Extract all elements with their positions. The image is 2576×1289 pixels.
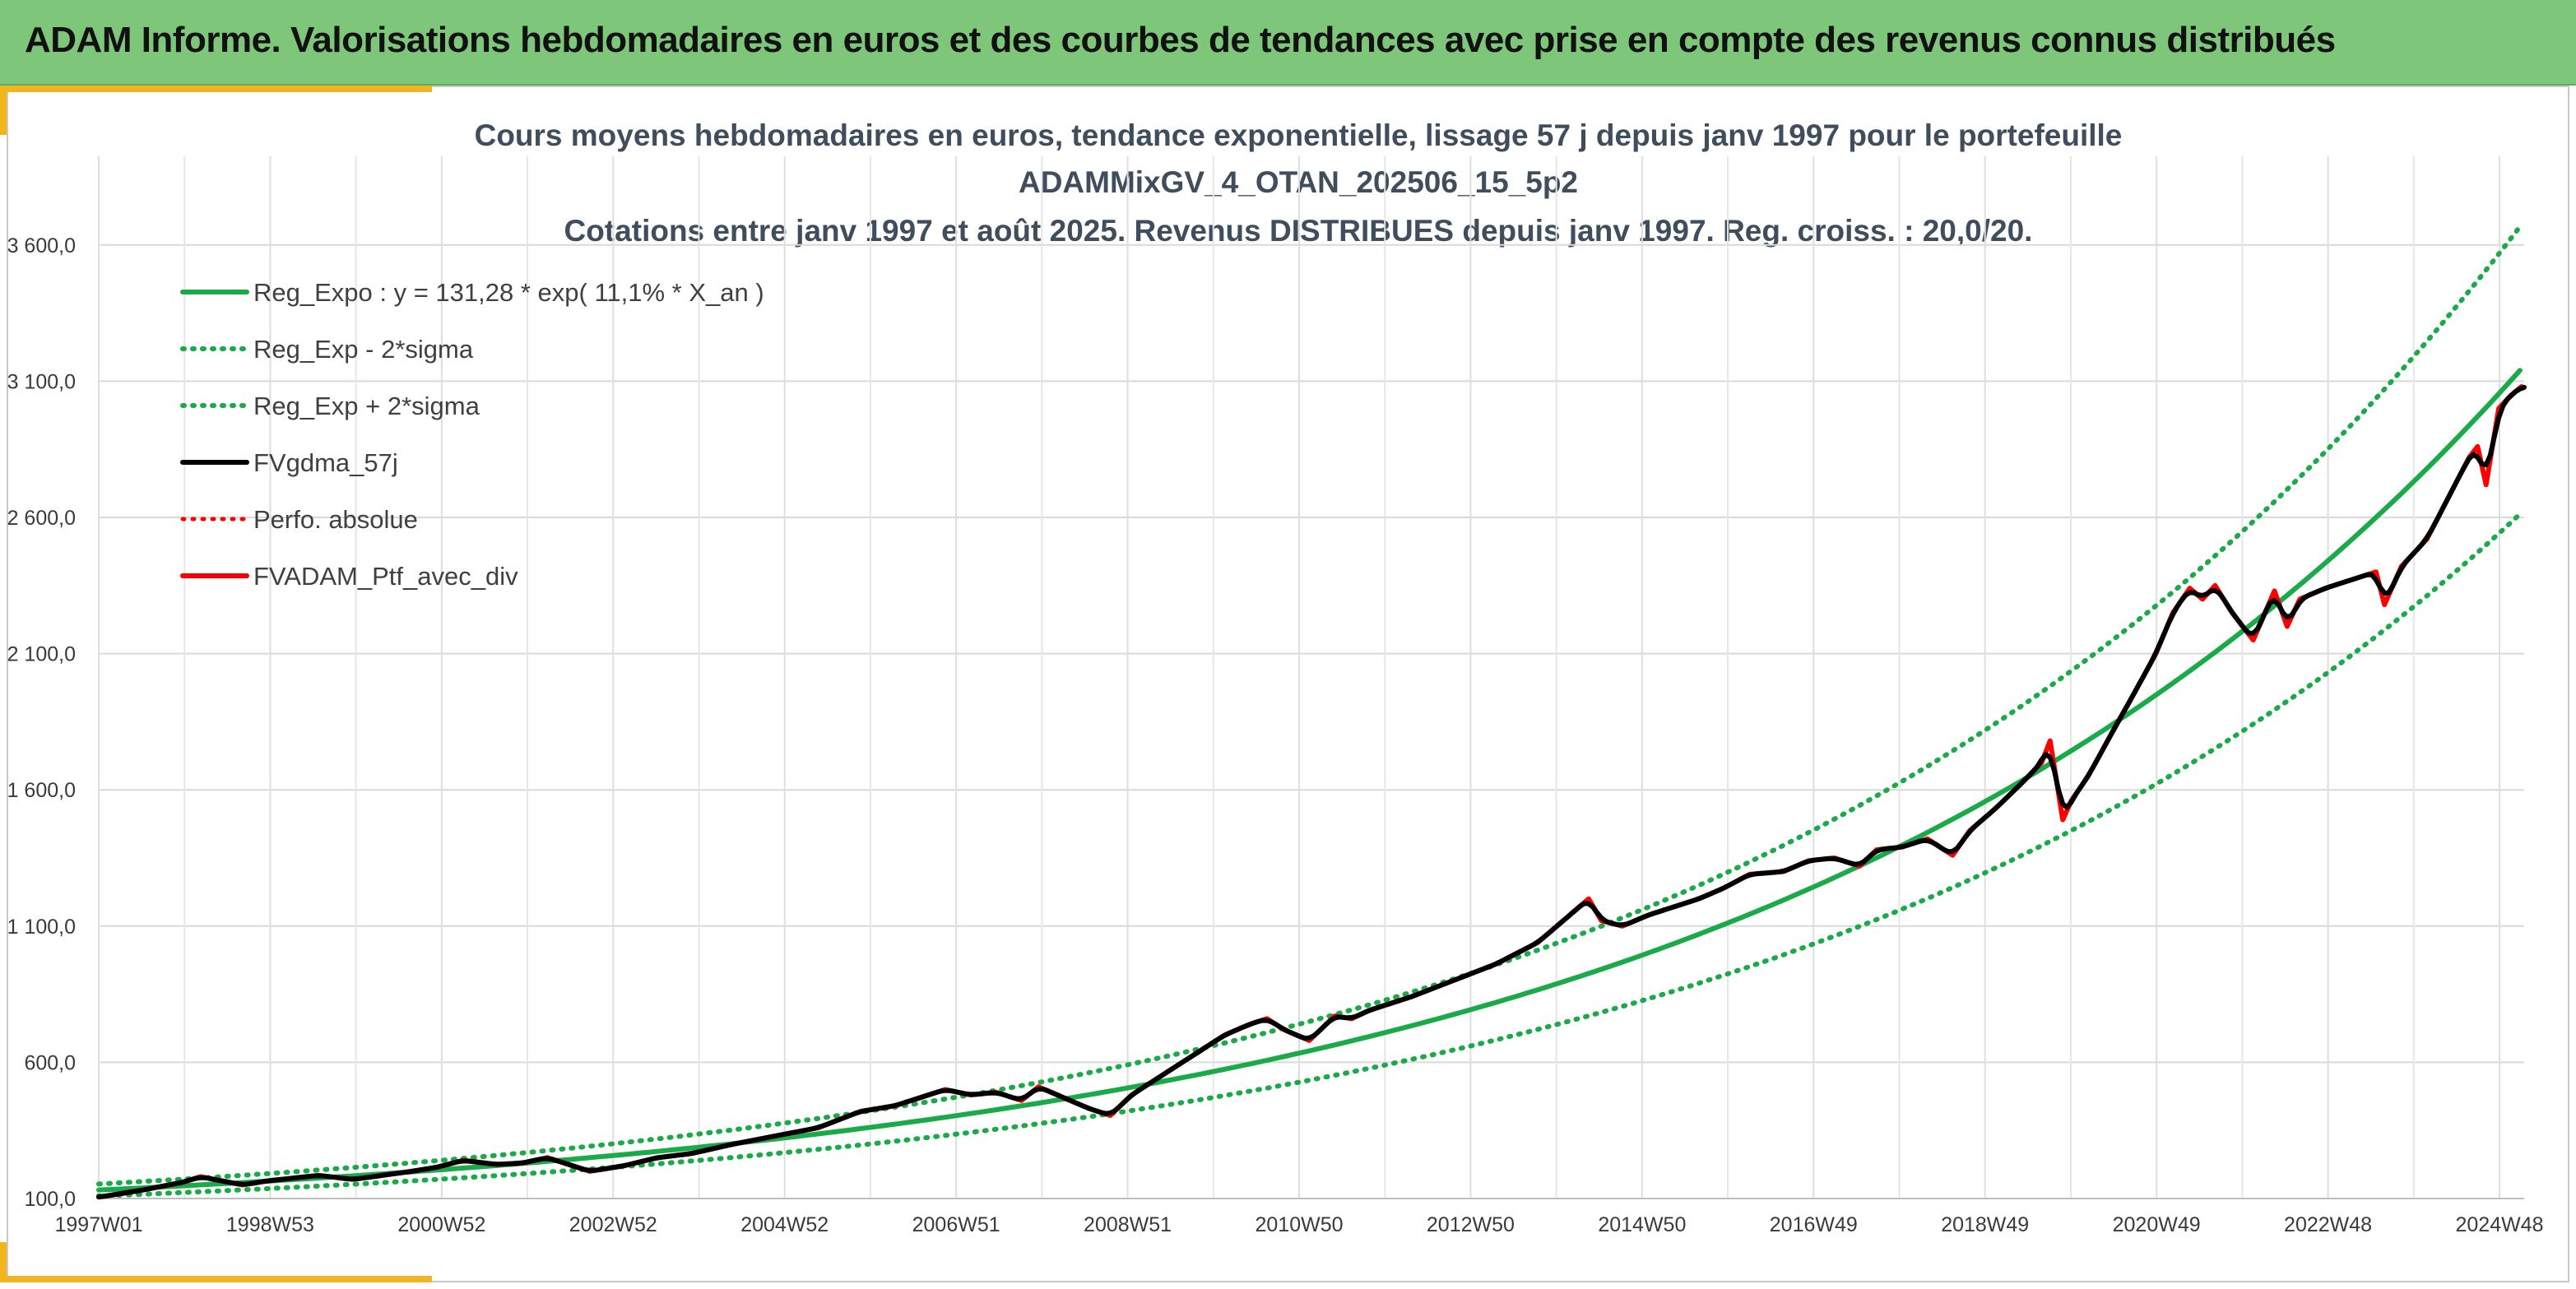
- chart-title-line-1: Cours moyens hebdomadaires en euros, ten…: [475, 118, 2123, 152]
- x-tick-label: 2012W50: [1427, 1213, 1515, 1236]
- series-line-upper: [96, 224, 2523, 1187]
- x-tick-label: 1997W01: [54, 1213, 142, 1236]
- x-tick-label: 2020W49: [2113, 1213, 2201, 1236]
- accent-bar-top-left: [0, 86, 432, 92]
- y-tick-label: 3 100,0: [7, 370, 76, 393]
- accent-bar-bottom-left: [0, 1276, 432, 1282]
- gridlines: [98, 156, 2524, 1199]
- x-tick-label: 2002W52: [569, 1213, 657, 1236]
- legend-label: Reg_Exp - 2*sigma: [253, 335, 474, 364]
- series-lines: [96, 224, 2527, 1200]
- legend-label: FVADAM_Ptf_avec_div: [253, 562, 518, 591]
- y-tick-label: 100,0: [24, 1188, 76, 1211]
- legend-label: Reg_Expo : y = 131,28 * exp( 11,1% * X_a…: [253, 278, 764, 307]
- y-tick-label: 2 100,0: [7, 643, 76, 666]
- series-line-data: [96, 384, 2524, 1200]
- chart-frame: [7, 86, 2569, 1282]
- banner-title: ADAM Informe. Valorisations hebdomadaire…: [25, 20, 2336, 60]
- x-tick-label: 2000W52: [397, 1213, 485, 1236]
- series-line-smooth: [96, 384, 2527, 1199]
- x-tick-label: 2024W48: [2455, 1213, 2543, 1236]
- y-axis-ticks: 100,0 600,0 1 100,0 1 600,0 2 100,0 2 600,0 3 …: [7, 234, 76, 1211]
- x-tick-label: 2004W52: [740, 1213, 828, 1236]
- legend: Reg_Expo : y = 131,28 * exp( 11,1% * X_a…: [180, 278, 764, 591]
- x-tick-label: 2018W49: [1941, 1213, 2029, 1236]
- x-tick-label: 2014W50: [1598, 1213, 1686, 1236]
- x-tick-label: 2006W51: [912, 1213, 1000, 1236]
- x-tick-label: 2010W50: [1255, 1213, 1343, 1236]
- y-tick-label: 1 600,0: [7, 779, 76, 802]
- header-banner: ADAM Informe. Valorisations hebdomadaire…: [0, 0, 2576, 86]
- x-tick-label: 2022W48: [2284, 1213, 2372, 1236]
- x-axis-ticks: 1997W01 1998W53 2000W52 2002W52 2004W52 2006W…: [54, 1213, 2543, 1236]
- y-tick-label: 2 600,0: [7, 507, 76, 530]
- legend-label: FVgdma_57j: [253, 448, 398, 477]
- series-line-lower: [96, 511, 2523, 1199]
- x-tick-label: 2016W49: [1770, 1213, 1858, 1236]
- y-tick-label: 1 100,0: [7, 916, 76, 939]
- y-tick-label: 600,0: [24, 1051, 76, 1074]
- legend-label: Reg_Exp + 2*sigma: [253, 392, 480, 420]
- accent-bar-left-bottom: [0, 1242, 7, 1282]
- y-tick-label: 3 600,0: [7, 234, 76, 257]
- x-tick-label: 2008W51: [1084, 1213, 1172, 1236]
- x-tick-label: 1998W53: [226, 1213, 314, 1236]
- accent-bar-left: [0, 86, 7, 135]
- legend-label: Perfo. absolue: [253, 505, 418, 534]
